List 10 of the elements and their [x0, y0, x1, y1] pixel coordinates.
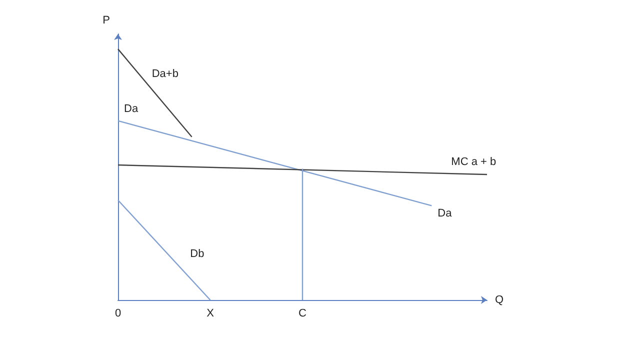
series-label: Da [124, 102, 139, 115]
x-tick-label: C [298, 308, 307, 320]
x-tick-label: 0 [114, 308, 122, 320]
series-label: MC a + b [451, 156, 496, 168]
series-label: Db [190, 248, 204, 260]
annotation: Da [438, 208, 453, 220]
series-label: Da+b [152, 68, 178, 80]
x-axis-title: Q [495, 294, 504, 306]
y-axis-title: P [102, 14, 110, 26]
x-tick-label: X [206, 308, 215, 320]
